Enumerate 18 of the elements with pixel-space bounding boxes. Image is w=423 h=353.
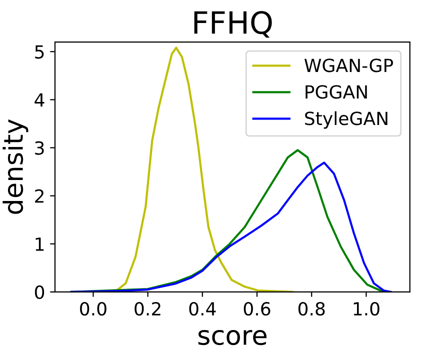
y-axis-title: density bbox=[2, 119, 28, 214]
legend-label: StyleGAN bbox=[305, 111, 388, 129]
y-tick-label: 0 bbox=[34, 285, 44, 300]
y-tick-label: 2 bbox=[35, 189, 44, 203]
legend-label: PGGAN bbox=[306, 85, 367, 99]
y-tick-label: 3 bbox=[35, 141, 44, 155]
x-tick-label: 1.0 bbox=[354, 302, 380, 316]
x-tick-label: 0.0 bbox=[80, 302, 106, 316]
x-tick-label: 0.8 bbox=[298, 302, 325, 316]
x-tick-label: 0.2 bbox=[134, 302, 160, 316]
x-axis-title: score bbox=[198, 330, 266, 346]
legend-label: WGAN-GP bbox=[304, 58, 394, 72]
y-tick-label: 5 bbox=[35, 45, 44, 59]
y-tick-label: 1 bbox=[36, 238, 44, 251]
x-tick-label: 0.6 bbox=[244, 302, 270, 316]
x-tick-label: 0.4 bbox=[189, 302, 216, 316]
y-tick-label: 4 bbox=[34, 93, 44, 107]
chart-title: FFHQ bbox=[194, 10, 272, 38]
